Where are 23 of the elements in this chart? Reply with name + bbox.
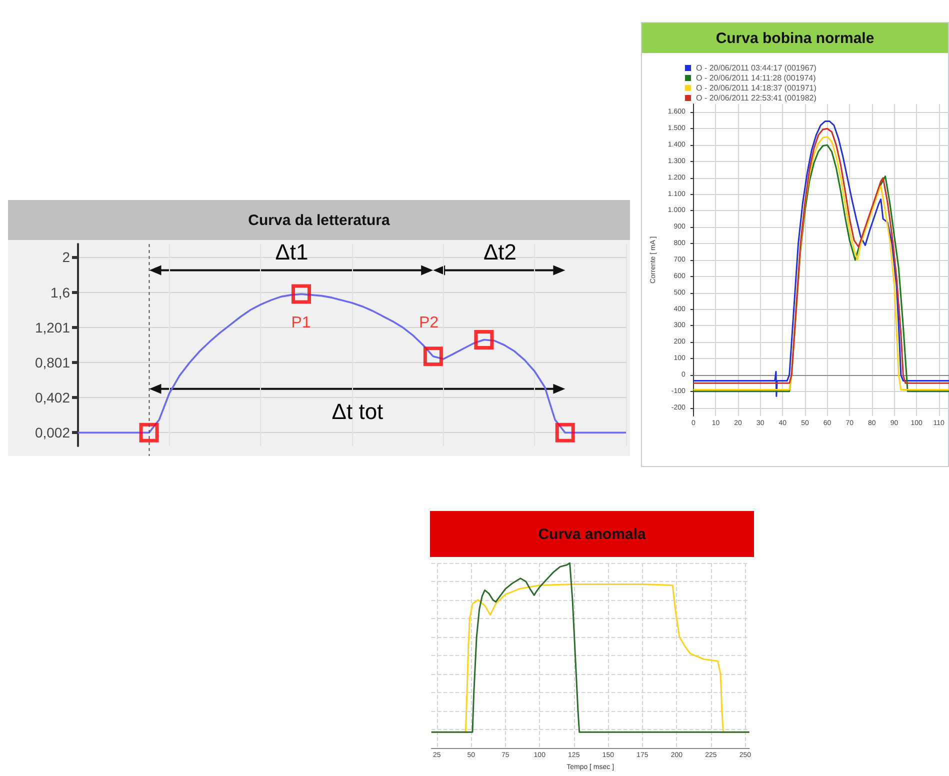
point	[292, 284, 312, 304]
chart-title: Curva anomala	[430, 511, 754, 557]
annotation: P2	[418, 314, 439, 332]
annotation: P1	[291, 314, 311, 332]
y-tick-label: 0,402	[34, 390, 70, 406]
point	[423, 346, 443, 366]
chart-title: Curva da letteratura	[8, 200, 630, 240]
chart-title: Curva bobina normale	[642, 23, 948, 53]
y-tick-label: 1,6	[50, 284, 70, 300]
legend-label: O - 20/06/2011 03:44:17 (001967)	[696, 64, 817, 72]
y-tick-label: 2	[62, 249, 70, 266]
annotation: Δt1	[275, 240, 308, 265]
legend-label: O - 20/06/2011 14:11:28 (001974)	[696, 74, 816, 82]
y-tick-label: 1,201	[34, 319, 70, 336]
y-tick-label: 0,801	[34, 354, 70, 370]
point	[474, 330, 494, 350]
y-tick-label: 0,002	[34, 424, 70, 441]
legend-label: O - 20/06/2011 22:53:41 (001982)	[696, 94, 817, 102]
annotation: Δt2	[483, 240, 516, 265]
point	[139, 422, 159, 442]
point	[555, 422, 575, 442]
annotation: Δt tot	[332, 399, 384, 424]
legend-label: O - 20/06/2011 14:18:37 (001971)	[696, 84, 817, 92]
